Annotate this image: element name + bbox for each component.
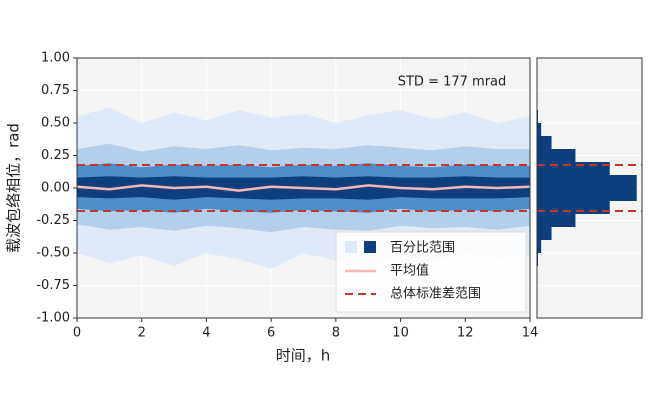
hist-bar (537, 240, 542, 253)
y-tick-label: -0.50 (36, 246, 70, 261)
hist-bar (537, 136, 552, 149)
annotation: STD = 177 mrad (398, 75, 507, 90)
hist-bar (537, 227, 552, 240)
legend-swatch (345, 241, 357, 253)
hist-bar (537, 201, 610, 214)
hist-frame (536, 57, 643, 319)
hist-bar (537, 110, 539, 123)
y-tick-label: 0.25 (41, 148, 70, 163)
hist-bar (537, 214, 576, 227)
x-tick-label: 12 (457, 326, 474, 341)
hist-bar (537, 149, 576, 162)
legend-label: 总体标准差范围 (390, 287, 481, 302)
y-tick-label: -0.25 (36, 213, 70, 228)
y-tick-label: 0.50 (41, 116, 70, 131)
x-tick-label: 2 (138, 326, 146, 341)
hist-bar (537, 175, 637, 188)
legend-label: 百分比范围 (390, 241, 455, 256)
hist-bar (537, 123, 542, 136)
legend-label: 平均值 (390, 263, 429, 279)
x-tick-label: 10 (392, 326, 409, 341)
x-tick-label: 0 (73, 326, 81, 341)
y-tick-label: 1.00 (41, 51, 70, 66)
hist-bar (537, 162, 610, 175)
y-tick-label: 0.00 (41, 181, 70, 196)
x-tick-label: 4 (202, 326, 210, 341)
x-tick-label: 14 (522, 326, 539, 341)
legend-swatch (364, 241, 376, 253)
y-tick-label: 0.75 (41, 83, 70, 98)
hist-bar (537, 253, 539, 266)
hist-bar (537, 188, 637, 201)
y-tick-label: -1.00 (36, 311, 70, 326)
y-axis-label: 载波包络相位，rad (5, 123, 23, 253)
mean-line (76, 184, 531, 192)
x-tick-label: 8 (332, 326, 340, 341)
y-tick-label: -0.75 (36, 278, 70, 293)
x-axis-label: 时间，h (276, 347, 331, 365)
x-tick-label: 6 (267, 326, 275, 341)
